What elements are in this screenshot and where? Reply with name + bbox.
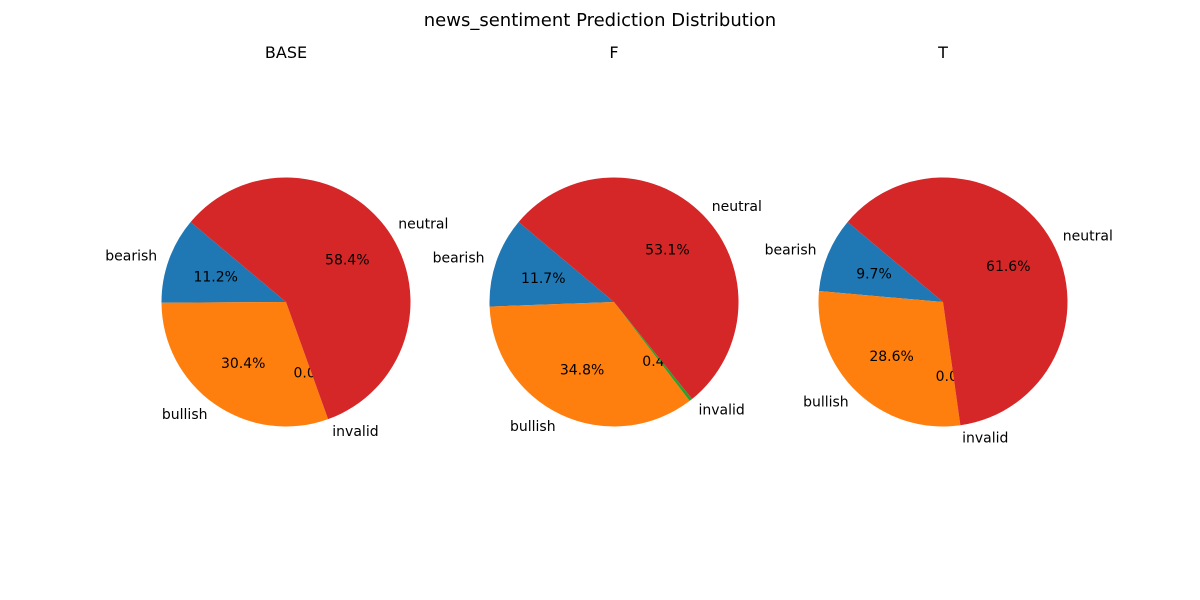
figure-title: news_sentiment Prediction Distribution bbox=[424, 10, 776, 31]
slice-label-bullish: bullish bbox=[803, 394, 849, 410]
slice-label-bullish: bullish bbox=[162, 407, 208, 423]
pie-slice-neutral bbox=[518, 177, 739, 399]
pie-slice-bullish bbox=[161, 302, 329, 427]
pie-slice-bearish bbox=[818, 221, 943, 302]
slice-label-neutral: neutral bbox=[398, 217, 448, 233]
slice-label-invalid: invalid bbox=[332, 424, 378, 440]
pie-slice-invalid bbox=[614, 302, 693, 401]
pie-chart-f: Fbearish11.7%bullish34.8%invalid0.4%neut… bbox=[433, 43, 762, 435]
pie-title: BASE bbox=[265, 43, 307, 62]
pie-slice-neutral bbox=[190, 177, 411, 420]
pie-slice-neutral bbox=[847, 177, 1068, 426]
slice-pct-bearish: 11.7% bbox=[521, 271, 565, 287]
slice-pct-neutral: 58.4% bbox=[325, 252, 369, 268]
pie-slice-bullish bbox=[818, 291, 961, 427]
pie-chart-t: Tbearish9.7%bullish28.6%invalid0.0%neutr… bbox=[765, 43, 1113, 447]
slice-label-neutral: neutral bbox=[1063, 229, 1113, 245]
slice-pct-bullish: 34.8% bbox=[560, 363, 604, 379]
slice-label-bearish: bearish bbox=[105, 249, 157, 265]
slice-pct-bearish: 11.2% bbox=[193, 270, 237, 286]
slice-pct-bullish: 30.4% bbox=[221, 356, 265, 372]
slice-label-bearish: bearish bbox=[765, 243, 817, 259]
pie-slice-bearish bbox=[161, 221, 286, 303]
pie-slice-bearish bbox=[489, 221, 614, 307]
pie-chart-base: BASEbearish11.2%bullish30.4%invalid0.0%n… bbox=[105, 43, 448, 440]
slice-label-invalid: invalid bbox=[962, 431, 1008, 447]
slice-label-invalid: invalid bbox=[699, 403, 745, 419]
slice-pct-neutral: 61.6% bbox=[986, 259, 1030, 275]
pie-slice-bullish bbox=[489, 302, 690, 427]
slice-label-bullish: bullish bbox=[510, 419, 556, 435]
slice-pct-neutral: 53.1% bbox=[645, 243, 689, 259]
slice-label-neutral: neutral bbox=[712, 199, 762, 215]
slice-label-bearish: bearish bbox=[433, 251, 485, 267]
pie-title: F bbox=[609, 43, 618, 62]
pie-title: T bbox=[937, 43, 948, 62]
slice-pct-bullish: 28.6% bbox=[869, 349, 913, 365]
slice-pct-bearish: 9.7% bbox=[856, 266, 892, 282]
